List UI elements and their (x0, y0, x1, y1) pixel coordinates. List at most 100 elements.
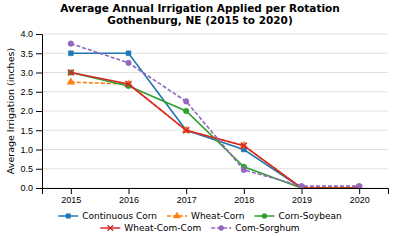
chart-title: Average Annual Irrigation Applied per Ro… (60, 2, 339, 26)
tick: 1.5 (20, 126, 42, 136)
legend-marker (66, 214, 70, 218)
tick-mark (36, 92, 42, 93)
legend-marker (262, 213, 267, 218)
marker (68, 69, 74, 75)
tick: 3.5 (20, 49, 42, 59)
tick: 0.0 (20, 183, 42, 193)
tick-label: 2017 (177, 195, 197, 205)
tick: 1.0 (20, 145, 42, 155)
tick-label: 2015 (61, 195, 81, 205)
tick-mark (244, 188, 245, 194)
axis-line (36, 35, 43, 189)
marker (125, 81, 131, 87)
series-line (71, 44, 359, 186)
marker (126, 60, 132, 66)
series (68, 41, 362, 188)
tick-mark (36, 130, 42, 131)
axis-line (43, 189, 389, 195)
marker (183, 99, 189, 105)
tick-label: 2.5 (20, 87, 33, 97)
plot-area (67, 41, 363, 188)
tick-mark (302, 188, 303, 194)
legend: Continuous Corn Wheat-Corn Corn-Soybean Whe… (58, 211, 342, 233)
tick-label: 2019 (292, 195, 312, 205)
tick-label: 1.0 (20, 145, 33, 155)
legend-label: Wheat-Corn (191, 211, 244, 221)
legend-label: Corn-Soybean (278, 211, 341, 221)
tick: 2.5 (20, 87, 42, 97)
series-line (71, 53, 359, 188)
marker (356, 183, 362, 188)
tick: 2018 (234, 188, 254, 205)
tick: 0.5 (20, 164, 42, 174)
grid-line (42, 111, 388, 112)
marker (126, 51, 131, 56)
tick-mark (36, 169, 42, 170)
grid-line (42, 34, 388, 35)
series-line (71, 73, 359, 189)
series (68, 51, 361, 188)
marker (241, 167, 247, 173)
marker (241, 143, 247, 149)
grid-line (42, 72, 388, 73)
tick-label: 2.0 (20, 106, 33, 116)
tick-mark (129, 188, 130, 194)
series-line (71, 73, 359, 189)
series (67, 78, 363, 188)
tick: 4.0 (20, 29, 42, 39)
series (68, 70, 362, 188)
legend-label: Wheat-Com-Com (124, 223, 201, 233)
tick-label: 3.0 (20, 68, 33, 78)
marker (298, 184, 305, 188)
marker (183, 127, 189, 133)
x-axis: 2015 2016 2017 2018 2019 2020 (43, 188, 389, 205)
tick-mark (36, 111, 42, 112)
tick-mark (36, 188, 42, 189)
tick-mark (359, 188, 360, 194)
marker (183, 108, 189, 114)
series (68, 69, 362, 188)
legend-label: Continuous Corn (82, 211, 157, 221)
legend-item: Com-Sorghum (211, 223, 299, 233)
grid-line (42, 149, 388, 150)
tick-label: 0.0 (20, 183, 33, 193)
tick-mark (186, 188, 187, 194)
tick: 2019 (292, 188, 312, 205)
tick: 3.0 (20, 68, 42, 78)
legend-marker (174, 212, 181, 218)
legend-item: Corn-Soybean (254, 211, 341, 221)
legend-marker (108, 225, 114, 231)
chart-container: Average Annual Irrigation Applied per Ro… (0, 0, 400, 236)
tick-mark (36, 73, 42, 74)
tick: 2016 (119, 188, 139, 205)
tick: 2.0 (20, 106, 42, 116)
grid (42, 34, 388, 188)
legend-item: Wheat-Com-Com (100, 223, 201, 233)
tick-mark (71, 188, 72, 194)
tick-label: 1.5 (20, 126, 33, 136)
tick-mark (36, 150, 42, 151)
legend-marker (219, 225, 224, 230)
y-axis-label: Average Irrigation (inches) (5, 48, 16, 174)
tick-label: 4.0 (20, 29, 33, 39)
marker (299, 183, 305, 188)
tick-label: 2018 (234, 195, 254, 205)
grid-line (42, 130, 388, 131)
marker (68, 41, 74, 47)
marker (355, 184, 362, 188)
tick-label: 2016 (119, 195, 139, 205)
chart-svg: Average Annual Irrigation Applied per Ro… (0, 0, 400, 236)
tick: 2015 (61, 188, 81, 205)
tick-mark (36, 34, 42, 35)
tick-label: 0.5 (20, 164, 33, 174)
tick-label: 3.5 (20, 49, 33, 59)
legend-label: Com-Sorghum (235, 223, 299, 233)
marker (67, 78, 74, 84)
y-axis: 0.0 0.5 1.0 1.5 2.0 2.5 3.0 3.5 4.0 (20, 29, 42, 193)
tick: 2020 (350, 188, 370, 205)
grid-line (42, 168, 388, 169)
tick-label: 2020 (350, 195, 370, 205)
legend-item: Wheat-Corn (167, 211, 244, 221)
marker (68, 51, 73, 56)
tick-mark (36, 53, 42, 54)
